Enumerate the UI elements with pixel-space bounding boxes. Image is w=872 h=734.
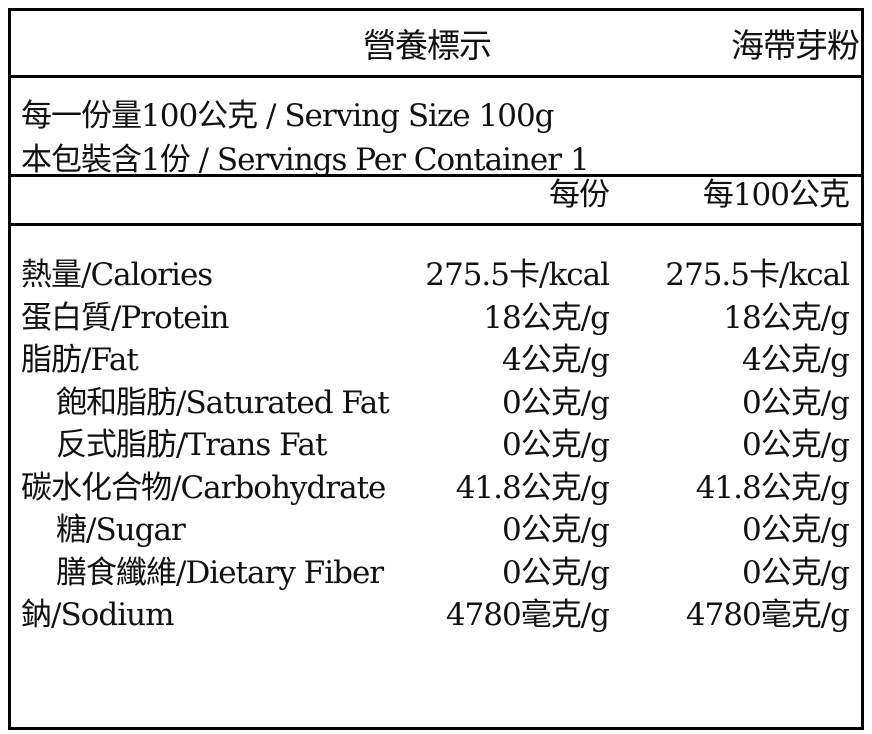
nutrient-name: 膳食纖維/Dietary Fiber bbox=[56, 554, 384, 591]
nutrient-row: 蛋白質/Protein 18公克/g 18公克/g bbox=[11, 297, 861, 340]
nutrient-name: 反式脂肪/Trans Fat bbox=[56, 427, 327, 463]
value-per-100g: 0公克/g bbox=[741, 554, 850, 591]
nutrient-name: 熱量/Calories bbox=[21, 257, 213, 293]
value-per-serving: 0公克/g bbox=[501, 512, 610, 548]
divider-rule bbox=[11, 75, 861, 78]
value-per-100g: 18公克/g bbox=[723, 299, 850, 336]
nutrient-row: 鈉/Sodium 4780毫克/g 4780毫克/g bbox=[11, 594, 861, 637]
nutrient-name: 鈉/Sodium bbox=[21, 597, 174, 633]
nutrient-row: 飽和脂肪/Saturated Fat 0公克/g 0公克/g bbox=[11, 382, 861, 425]
nutrient-row: 膳食纖維/Dietary Fiber 0公克/g 0公克/g bbox=[11, 552, 861, 595]
nutrient-name: 脂肪/Fat bbox=[21, 342, 139, 378]
divider-rule bbox=[11, 223, 861, 226]
product-name: 海帶芽粉 bbox=[731, 26, 860, 65]
value-per-serving: 18公克/g bbox=[483, 299, 610, 336]
value-per-serving: 0公克/g bbox=[501, 554, 610, 591]
value-per-100g: 4780毫克/g bbox=[685, 597, 850, 633]
value-per-serving: 4公克/g bbox=[501, 342, 610, 378]
value-per-serving: 41.8公克/g bbox=[455, 469, 610, 506]
value-per-100g: 0公克/g bbox=[741, 512, 850, 548]
value-per-100g: 275.5卡/kcal bbox=[665, 257, 850, 293]
nutrient-name: 蛋白質/Protein bbox=[21, 299, 229, 336]
value-per-100g: 41.8公克/g bbox=[695, 469, 850, 506]
divider-rule bbox=[11, 174, 861, 177]
value-per-100g: 0公克/g bbox=[741, 384, 850, 421]
servings-per-container: 本包裝含1份 / Servings Per Container 1 bbox=[21, 142, 590, 178]
nutrient-row: 反式脂肪/Trans Fat 0公克/g 0公克/g bbox=[11, 424, 861, 467]
nutrition-label: 營養標示 海帶芽粉 每一份量100公克 / Serving Size 100g … bbox=[8, 8, 864, 730]
nutrient-row: 糖/Sugar 0公克/g 0公克/g bbox=[11, 509, 861, 552]
nutrient-name: 飽和脂肪/Saturated Fat bbox=[56, 384, 390, 421]
column-header-per-serving: 每份 bbox=[549, 177, 610, 213]
value-per-serving: 0公克/g bbox=[501, 427, 610, 463]
value-per-serving: 0公克/g bbox=[501, 384, 610, 421]
label-title: 營養標示 bbox=[363, 26, 492, 65]
nutrient-row: 熱量/Calories 275.5卡/kcal 275.5卡/kcal bbox=[11, 254, 861, 297]
nutrient-name: 碳水化合物/Carbohydrate bbox=[21, 469, 386, 506]
value-per-serving: 275.5卡/kcal bbox=[425, 257, 610, 293]
value-per-100g: 0公克/g bbox=[741, 427, 850, 463]
nutrient-table: 熱量/Calories 275.5卡/kcal 275.5卡/kcal 蛋白質/… bbox=[11, 254, 861, 637]
serving-size: 每一份量100公克 / Serving Size 100g bbox=[21, 98, 555, 134]
nutrient-name: 糖/Sugar bbox=[56, 512, 186, 548]
nutrient-row: 脂肪/Fat 4公克/g 4公克/g bbox=[11, 339, 861, 382]
nutrient-row: 碳水化合物/Carbohydrate 41.8公克/g 41.8公克/g bbox=[11, 467, 861, 510]
column-header-per-100g: 每100公克 bbox=[702, 177, 850, 213]
value-per-serving: 4780毫克/g bbox=[445, 597, 610, 633]
value-per-100g: 4公克/g bbox=[741, 342, 850, 378]
